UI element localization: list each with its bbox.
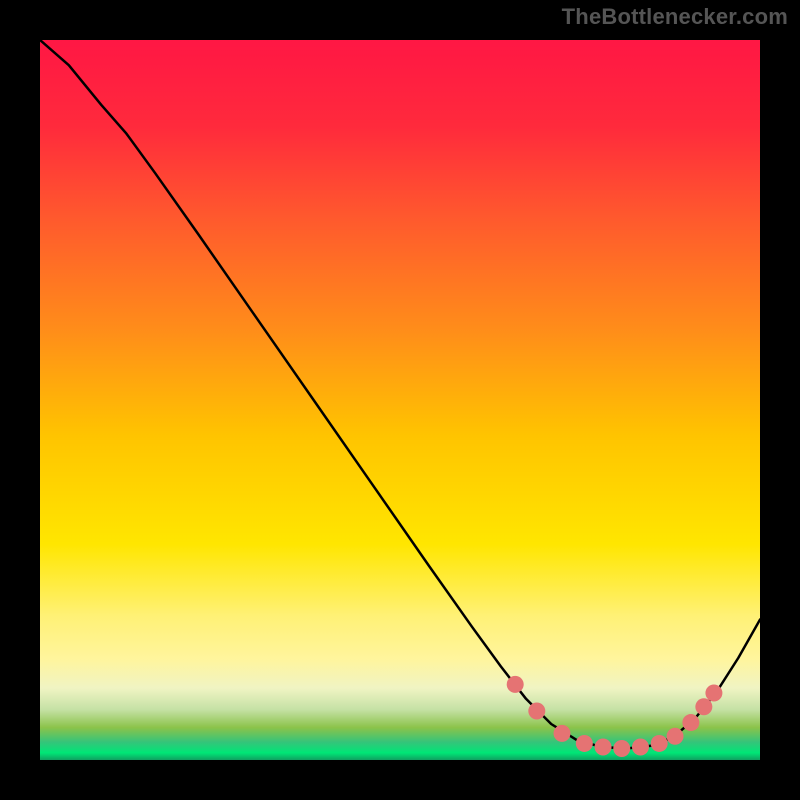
curve-marker [705, 685, 722, 702]
curve-marker [632, 739, 649, 756]
chart-svg [40, 40, 760, 760]
watermark-text: TheBottlenecker.com [562, 4, 788, 30]
curve-marker [651, 735, 668, 752]
curve-marker [507, 676, 524, 693]
curve-marker [528, 703, 545, 720]
curve-marker [695, 698, 712, 715]
curve-marker [667, 728, 684, 745]
curve-marker [682, 714, 699, 731]
curve-marker [576, 735, 593, 752]
bottleneck-curve [40, 40, 760, 748]
curve-marker [554, 725, 571, 742]
plot-region [40, 40, 760, 760]
curve-marker [595, 739, 612, 756]
figure-container: TheBottlenecker.com [0, 0, 800, 800]
curve-marker [613, 740, 630, 757]
